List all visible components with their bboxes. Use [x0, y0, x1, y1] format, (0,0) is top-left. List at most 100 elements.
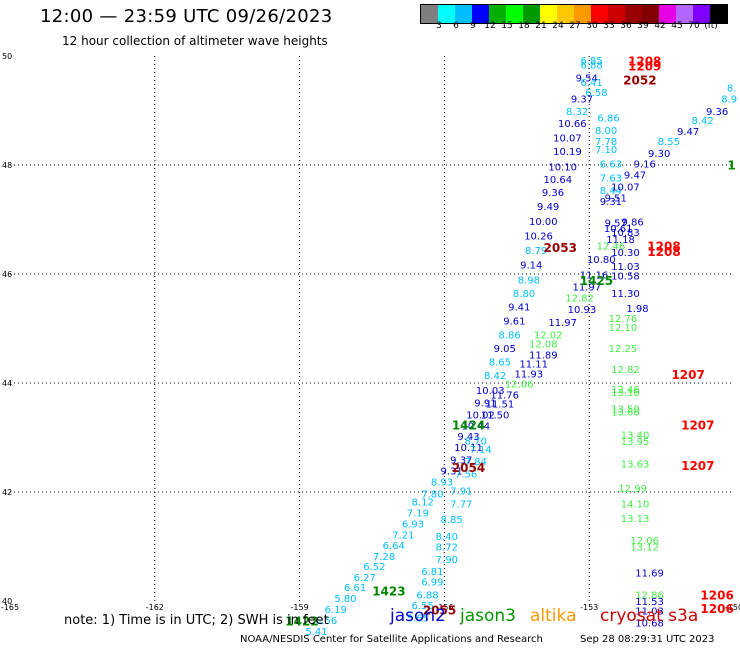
wave-height-value: 10.44	[461, 421, 490, 432]
wave-height-value: 12.82	[565, 293, 594, 304]
color-scale-label: 9	[470, 21, 476, 31]
color-scale-label: 42	[654, 21, 666, 31]
wave-height-value: 11.53	[635, 597, 664, 608]
wave-height-value: 10.30	[611, 248, 640, 259]
wave-height-value: 11.03	[611, 262, 640, 273]
wave-height-value: 7.28	[373, 552, 395, 563]
wave-height-value: 8.65	[489, 358, 511, 369]
wave-height-value: 7.56	[455, 469, 477, 480]
wave-height-value: 6.19	[325, 605, 347, 616]
wave-height-value: 11.03	[635, 607, 664, 618]
wave-height-value: 11.18	[606, 235, 635, 246]
wave-height-value: 10.11	[454, 443, 483, 454]
wave-height-value: 6.93	[402, 519, 424, 530]
wave-height-value: 6.52	[363, 562, 385, 573]
wave-height-value: 13.66	[611, 408, 640, 419]
wave-height-value: 8.86	[498, 330, 520, 341]
wave-height-value: 8.9	[721, 94, 737, 105]
wave-height-value: 9.37	[450, 456, 472, 467]
pass-time-label: 1206	[700, 602, 733, 616]
wave-height-value: 7.21	[392, 530, 414, 541]
wave-height-value: 7.10	[595, 145, 617, 156]
color-swatch	[693, 5, 710, 23]
wave-height-value: 10.26	[524, 232, 553, 243]
wave-height-value: 13.50	[611, 404, 640, 415]
x-tick-label: -162	[146, 603, 164, 612]
wave-height-value: 12.46	[611, 385, 640, 396]
wave-height-value: 10.68	[635, 619, 664, 630]
wave-height-value: 11.97	[548, 318, 577, 329]
wave-height-value: 6.58	[585, 88, 607, 99]
pass-time-label: 1208	[647, 245, 680, 259]
color-swatch	[557, 5, 574, 23]
color-scale-label: 12	[484, 21, 496, 31]
wave-height-value: 5.65	[407, 614, 429, 625]
wave-height-value: 6.27	[354, 573, 376, 584]
wave-height-value: 8.12	[412, 498, 434, 509]
legend-jason2: jason2	[390, 606, 446, 626]
wave-height-value: 8.70	[465, 437, 487, 448]
wave-height-value: 10.10	[548, 162, 577, 173]
wave-height-value: 11.93	[515, 370, 544, 381]
wave-height-value: 11.30	[611, 289, 640, 300]
pass-time-label: 1207	[681, 459, 714, 473]
wave-height-value: 12.08	[529, 340, 558, 351]
wave-height-value: 7.84	[465, 457, 487, 468]
wave-height-value: 6.88	[416, 590, 438, 601]
wave-height-value: 9.49	[537, 202, 559, 213]
color-swatch	[523, 5, 540, 23]
wave-height-value: 12.86	[635, 590, 664, 601]
wave-height-value: 8.40	[436, 532, 458, 543]
wave-height-value: 10.19	[553, 147, 582, 158]
pass-time-label: 1425	[580, 274, 613, 288]
color-swatch	[472, 5, 489, 23]
wave-height-value: 8.85	[441, 515, 463, 526]
y-tick-label: 42	[2, 488, 12, 497]
pass-time-label: 1209	[628, 60, 661, 74]
wave-height-value: 6.85	[580, 56, 602, 67]
wave-height-value: 12.10	[609, 323, 638, 334]
pass-time-label: 1423	[372, 585, 405, 599]
wave-height-value: 10.83	[611, 228, 640, 239]
x-tick-label: -165	[1, 603, 19, 612]
wave-height-value: 7.90	[436, 555, 458, 566]
wave-height-value: 10.64	[544, 175, 573, 186]
color-scale-bar	[420, 4, 728, 24]
footer-note: note: 1) Time is in UTC; 2) SWH is in fe…	[64, 613, 329, 628]
wave-height-value: 13.95	[621, 437, 650, 448]
legend-jason3: jason3	[460, 606, 516, 626]
wave-height-value: 12.06	[505, 379, 534, 390]
color-scale-label: 27	[569, 21, 581, 31]
pass-time-label: 1424	[452, 418, 485, 432]
pass-time-label: 1208	[647, 240, 680, 254]
pass-time-label: 1206	[700, 588, 733, 602]
wave-height-value: 9.37	[571, 94, 593, 105]
wave-height-value: 6.41	[580, 78, 602, 89]
wave-height-value: 12.25	[609, 344, 638, 355]
wave-height-value: 7.19	[407, 509, 429, 520]
color-scale-label: 21	[535, 21, 547, 31]
wave-height-value: 13.40	[621, 431, 650, 442]
wave-height-value: 9.31	[600, 197, 622, 208]
color-scale-label: 30	[586, 21, 598, 31]
wave-height-value: 10.61	[604, 224, 633, 235]
wave-height-value: 11.69	[635, 568, 664, 579]
color-swatch	[659, 5, 676, 23]
wave-height-value: 6.88	[580, 61, 602, 72]
x-tick-label: -150	[725, 603, 740, 612]
wave-height-value: 11.76	[490, 390, 519, 401]
color-scale-label: (ft)	[704, 21, 718, 31]
wave-height-value: 9.61	[503, 317, 525, 328]
color-scale-label: 3	[436, 21, 442, 31]
x-tick-label: -156	[435, 603, 453, 612]
wave-height-value: 7.91	[450, 487, 472, 498]
pass-time-label: 2054	[452, 461, 485, 475]
wave-height-value: 12.76	[609, 314, 638, 325]
wave-height-value: 7.77	[450, 499, 472, 510]
wave-height-value: 7.78	[595, 137, 617, 148]
wave-height-value: 13.13	[621, 514, 650, 525]
wave-height-value: 9.05	[494, 344, 516, 355]
color-swatch	[710, 5, 727, 23]
color-scale-label: 33	[603, 21, 615, 31]
color-swatch	[506, 5, 523, 23]
